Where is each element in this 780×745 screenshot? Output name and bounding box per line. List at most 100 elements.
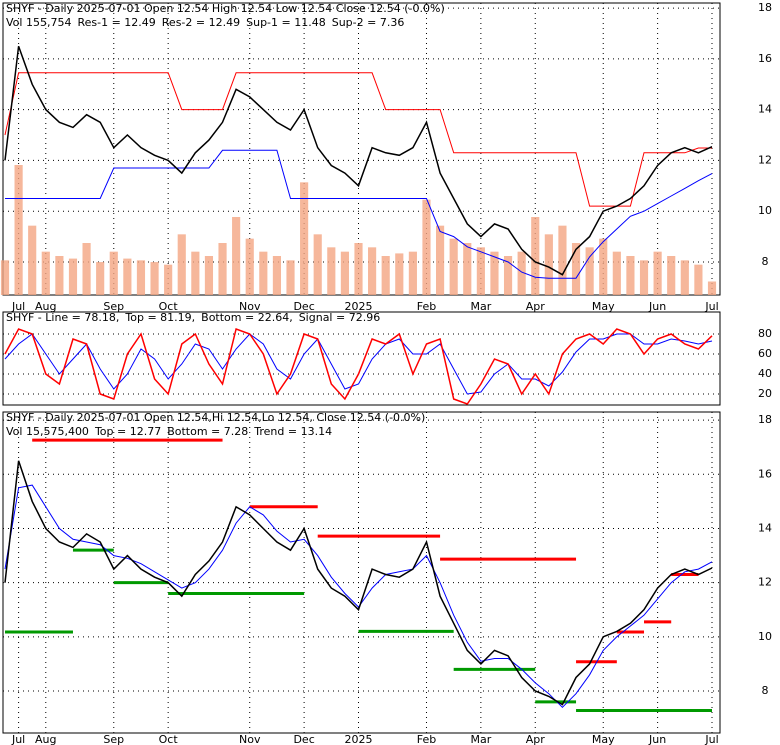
x-tick-label: Jul [11, 300, 25, 313]
volume-bar [41, 251, 50, 295]
x-tick-label: Dec [293, 733, 314, 745]
legend-entry: Top = 81.19, [124, 311, 195, 324]
volume-bar [558, 225, 567, 295]
y-tick-label: 60 [758, 347, 772, 360]
legend-entry: Top = 12.77 [94, 425, 161, 438]
panel-frame [2, 411, 721, 734]
series-line [5, 149, 713, 279]
volume-bar [245, 238, 254, 295]
volume-bar [517, 251, 526, 295]
volume-bar [599, 238, 608, 295]
x-tick-label: Apr [526, 300, 546, 313]
x-tick-label: Oct [159, 300, 179, 313]
volume-bar [96, 262, 105, 295]
y-tick-label: 12 [758, 576, 772, 589]
volume-bar [694, 264, 703, 295]
x-tick-label: Sep [103, 300, 124, 313]
volume-bar [612, 251, 621, 295]
volume-bar [55, 256, 64, 295]
volume-bar [300, 182, 309, 295]
legend-entry: Sup-2 = 7.36 [332, 16, 405, 29]
x-tick-label: Jul [704, 300, 718, 313]
legend-entry: Sup-1 = 11.48 [246, 16, 326, 29]
volume-bar [109, 251, 118, 295]
volume-bar [639, 260, 649, 295]
y-tick-label: 12 [758, 153, 772, 166]
series-line [4, 333, 713, 395]
volume-bar [435, 225, 445, 295]
legend-entry: Signal = 72.96 [299, 311, 381, 324]
volume-bar [232, 217, 241, 295]
legend-entry: Trend = 13.14 [253, 425, 332, 438]
series-line [4, 72, 712, 207]
legend-entry: Vol 155,754 [6, 16, 71, 29]
x-tick-label: Nov [239, 733, 261, 745]
volume-bar [544, 234, 553, 295]
y-tick-label: 18 [758, 1, 772, 14]
volume-bar [123, 258, 132, 295]
volume-bar [707, 281, 717, 295]
volume-bar [0, 260, 10, 295]
volume-bar [286, 260, 295, 295]
x-tick-label: Dec [293, 300, 314, 313]
volume-bar [259, 251, 268, 295]
volume-bar [340, 251, 349, 295]
x-tick-label: Mar [470, 733, 491, 745]
y-tick-label: 14 [758, 521, 772, 534]
volume-bar [395, 253, 404, 295]
y-tick-label: 14 [758, 103, 772, 116]
series-line [4, 328, 713, 405]
volume-bar [463, 243, 472, 295]
x-tick-label: Jul [704, 733, 718, 745]
legend-entry: Bottom = 7.28 [167, 425, 248, 438]
x-tick-label: Aug [35, 733, 56, 745]
volume-bar [354, 243, 363, 295]
volume-bar [680, 260, 689, 295]
x-tick-label: Jun [648, 300, 666, 313]
series-line [4, 484, 713, 709]
volume-bar [490, 251, 499, 295]
chart-title: SHYF - Daily 2025-07-01 Open 12.54,Hi 12… [6, 411, 425, 424]
x-tick-label: Aug [35, 300, 56, 313]
y-tick-label: 10 [758, 204, 772, 217]
legend-entry: Res-1 = 12.49 [77, 16, 155, 29]
legend-entry: Bottom = 22.64, [201, 311, 293, 324]
x-tick-label: 2025 [345, 733, 373, 745]
volume-bar [82, 243, 91, 295]
volume-bar [313, 234, 322, 295]
volume-bar [28, 225, 37, 295]
y-tick-label: 16 [758, 52, 772, 65]
volume-bar [408, 251, 417, 295]
volume-bar [571, 243, 581, 295]
y-tick-label: 8 [762, 684, 769, 697]
volume-bar [191, 251, 200, 295]
volume-bar [136, 260, 146, 295]
x-tick-label: Feb [417, 300, 436, 313]
legend-entry: Vol 15,575,400 [6, 425, 89, 438]
y-tick-label: 20 [758, 387, 772, 400]
x-tick-label: Jul [11, 733, 25, 745]
volume-bar [667, 256, 676, 295]
chart-title: SHYF - Daily 2025-07-01 Open 12.54 High … [6, 2, 445, 15]
volume-bar [422, 199, 431, 295]
volume-bar [204, 256, 214, 295]
legend-entry: SHYF - Line = 78.18, [6, 311, 119, 324]
volume-bar [218, 243, 227, 295]
volume-bar [503, 256, 513, 295]
volume-bar [531, 217, 540, 295]
volume-bar [164, 264, 173, 295]
series-line [4, 460, 713, 706]
volume-bar [68, 258, 78, 295]
volume-bar [585, 247, 594, 295]
y-tick-label: 40 [758, 367, 772, 380]
x-tick-label: May [592, 733, 615, 745]
x-tick-label: Nov [239, 300, 261, 313]
volume-bar [368, 247, 377, 295]
volume-bar [449, 238, 458, 295]
y-tick-label: 16 [758, 467, 772, 480]
volume-bar [14, 165, 23, 295]
x-tick-label: Feb [417, 733, 436, 745]
volume-bar [327, 247, 336, 295]
